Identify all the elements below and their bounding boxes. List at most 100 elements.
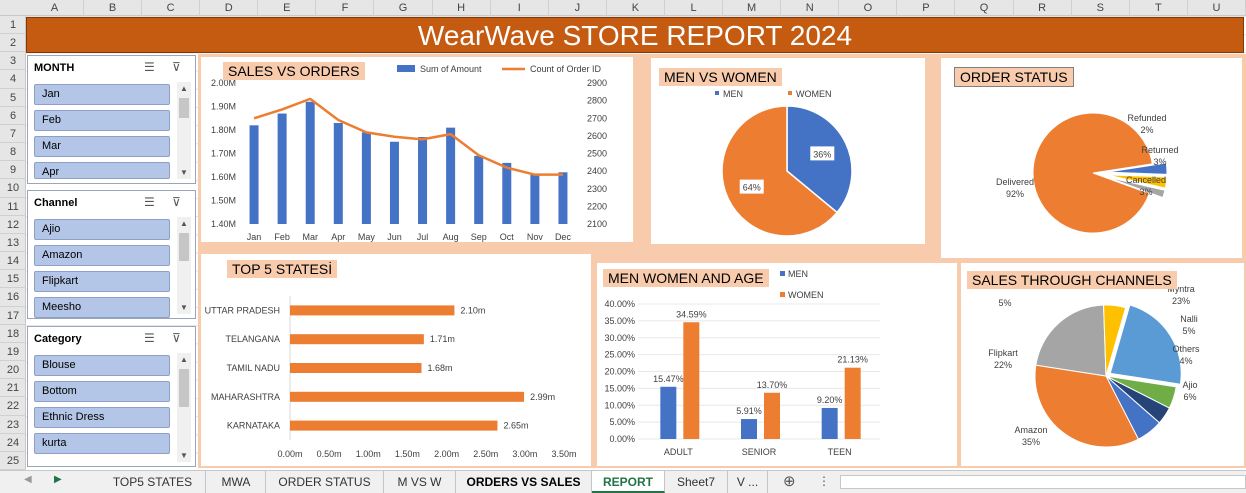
row-header-2[interactable]: 2 [0,34,26,53]
row-header-9[interactable]: 9 [0,161,26,180]
column-header-b[interactable]: B [84,0,143,16]
slicer-item[interactable]: Meesho [34,297,170,318]
column-header-t[interactable]: T [1130,0,1188,16]
slicer-scrollbar[interactable]: ▲ ▼ [177,82,191,179]
column-header-u[interactable]: U [1188,0,1246,16]
column-header-g[interactable]: G [375,0,433,16]
scroll-down-icon[interactable]: ▼ [180,451,188,460]
scroll-left-icon[interactable]: ◀ [24,474,32,485]
row-header-4[interactable]: 4 [0,70,26,89]
scroll-thumb[interactable] [179,98,189,118]
sheet-tab[interactable]: ORDER STATUS [266,471,384,493]
row-header-8[interactable]: 8 [0,143,26,162]
age-panel[interactable]: 0.00% 5.00% 10.00% 15.00% 20.00% 25.00% 30.00%… [597,263,957,466]
row-header-15[interactable]: 15 [0,270,26,289]
clear-filter-icon[interactable]: ⊽ [172,60,181,74]
scroll-thumb[interactable] [179,233,189,261]
row-header-3[interactable]: 3 [0,52,26,71]
men-women-panel[interactable]: 36% 64% MEN WOMEN MEN VS WOMEN [651,58,925,244]
column-header-q[interactable]: Q [956,0,1014,16]
scroll-up-icon[interactable]: ▲ [180,219,188,228]
more-options-icon[interactable]: ⋮ [818,474,830,488]
slicer-item[interactable]: Ethnic Dress [34,407,170,428]
slicer-item[interactable]: Flipkart [34,271,170,292]
sheet-tab[interactable]: REPORT [592,471,665,493]
sheet-tab[interactable]: M VS W [384,471,456,493]
row-header-21[interactable]: 21 [0,379,26,398]
column-header-c[interactable]: C [142,0,201,16]
clear-filter-icon[interactable]: ⊽ [172,195,181,209]
row-header-14[interactable]: 14 [0,252,26,271]
month-slicer[interactable]: MONTH ☰ ⊽ Jan Feb Mar Apr ▲ ▼ [27,55,196,184]
row-header-12[interactable]: 12 [0,216,26,234]
sheet-tab[interactable]: V ... [728,471,768,493]
column-header-e[interactable]: E [258,0,317,16]
slicer-scrollbar[interactable]: ▲ ▼ [177,353,191,462]
row-header-20[interactable]: 20 [0,361,26,380]
row-header-5[interactable]: 5 [0,89,26,107]
slicer-item[interactable]: Feb [34,110,170,131]
sheet-tab[interactable]: MWA [207,471,266,493]
column-header-s[interactable]: S [1072,0,1130,16]
slicer-item[interactable]: kurta [34,433,170,454]
column-header-f[interactable]: F [316,0,375,16]
row-header-22[interactable]: 22 [0,397,26,416]
scroll-down-icon[interactable]: ▼ [180,303,188,312]
multi-select-icon[interactable]: ☰ [144,195,155,209]
column-header-n[interactable]: N [781,0,840,16]
scroll-up-icon[interactable]: ▲ [180,355,188,364]
add-sheet-icon[interactable]: ⊕ [783,473,796,490]
slicer-scrollbar[interactable]: ▲ ▼ [177,217,191,314]
row-header-18[interactable]: 18 [0,325,26,343]
column-header-d[interactable]: D [200,0,259,16]
column-header-l[interactable]: L [665,0,724,16]
row-header-25[interactable]: 25 [0,452,26,470]
channel-slicer[interactable]: Channel ☰ ⊽ Ajio Amazon Flipkart Meesho … [27,190,196,319]
sales-orders-panel[interactable]: 1.40M 1.50M 1.60M 1.70M 1.80M 1.90M 2.00M 2100 2… [201,57,633,242]
row-header-17[interactable]: 17 [0,307,26,325]
multi-select-icon[interactable]: ☰ [144,331,155,345]
column-header-h[interactable]: H [433,0,491,16]
row-header-1[interactable]: 1 [0,16,26,35]
slicer-item[interactable]: Mar [34,136,170,157]
row-header-10[interactable]: 10 [0,179,26,198]
clear-filter-icon[interactable]: ⊽ [172,331,181,345]
sheet-tab[interactable]: Sheet7 [665,471,728,493]
column-header-o[interactable]: O [839,0,898,16]
slicer-item[interactable]: Jan [34,84,170,105]
column-header-r[interactable]: R [1014,0,1072,16]
bar [683,322,700,439]
sheet-tab[interactable]: TOP5 STATES [100,471,206,493]
row-header-13[interactable]: 13 [0,234,26,253]
scroll-down-icon[interactable]: ▼ [180,168,188,177]
scroll-up-icon[interactable]: ▲ [180,84,188,93]
row-header-19[interactable]: 19 [0,343,26,362]
slicer-item[interactable]: Ajio [34,219,170,240]
slicer-item[interactable]: Blouse [34,355,170,376]
scroll-thumb[interactable] [179,369,189,407]
row-header-23[interactable]: 23 [0,416,26,434]
scroll-right-icon[interactable]: ▶ [54,474,62,485]
column-header-m[interactable]: M [723,0,782,16]
column-header-p[interactable]: P [897,0,956,16]
row-header-16[interactable]: 16 [0,288,26,307]
slicer-item[interactable]: Amazon [34,245,170,266]
top5-states-panel[interactable]: UTTAR PRADESH 2.10m TELANGANA 1.71m TAMIL NA… [201,254,591,466]
column-header-a[interactable]: A [26,0,84,16]
column-header-j[interactable]: J [549,0,607,16]
bar [821,407,838,439]
sheet-tab[interactable]: ORDERS VS SALES [456,471,592,493]
row-header-11[interactable]: 11 [0,198,26,216]
row-header-7[interactable]: 7 [0,125,26,144]
slicer-item[interactable]: Bottom [34,381,170,402]
order-status-panel[interactable]: Delivered 92% Cancelled 3% Returned 3% Refunde… [941,58,1242,258]
horizontal-scrollbar[interactable] [840,475,1246,489]
channels-panel[interactable]: Myntra 23% Nalli 5% Others 4% Ajio 6% Amazon 35% F… [961,263,1244,466]
column-header-i[interactable]: I [491,0,549,16]
slicer-item[interactable]: Apr [34,162,170,179]
column-header-k[interactable]: K [607,0,665,16]
multi-select-icon[interactable]: ☰ [144,60,155,74]
category-slicer[interactable]: Category ☰ ⊽ Blouse Bottom Ethnic Dress … [27,326,196,467]
row-header-24[interactable]: 24 [0,434,26,452]
row-header-6[interactable]: 6 [0,107,26,125]
